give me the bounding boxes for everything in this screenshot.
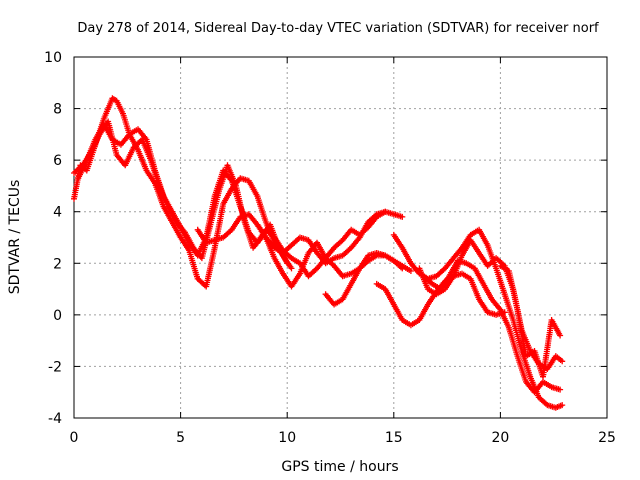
y-tick-label: 0: [53, 308, 62, 324]
y-tick-label: 10: [44, 50, 62, 66]
y-axis-label: SDTVAR / TECUs: [7, 180, 23, 295]
series-track-11: [497, 262, 564, 380]
y-tick-label: 2: [53, 256, 62, 272]
data-point-marker: [284, 260, 291, 267]
series-line: [77, 122, 386, 278]
data-point-marker: [557, 332, 564, 339]
axis-ticks: 0 5 10 15 20 25 -4 -2 0 2 4 6 8 10: [44, 50, 616, 446]
plot-area-frame: [73, 56, 608, 419]
y-tick-label: -4: [48, 411, 62, 427]
x-tick-label: 0: [70, 430, 79, 446]
data-point-marker: [559, 358, 566, 365]
y-tick-label: 4: [53, 205, 62, 221]
series-track-3: [75, 121, 389, 280]
x-tick-label: 10: [278, 430, 296, 446]
x-axis-label: GPS time / hours: [281, 459, 398, 475]
x-tick-label: 15: [385, 430, 403, 446]
data-point-marker: [407, 268, 414, 274]
y-tick-label: 6: [53, 153, 62, 169]
series-track-6: [322, 250, 414, 308]
series-track-9: [420, 257, 564, 396]
grid: [74, 57, 607, 418]
data-point-marker: [399, 213, 406, 220]
data-point-marker: [559, 402, 566, 409]
series-line: [376, 272, 506, 327]
x-tick-label: 25: [598, 430, 616, 446]
series-track-7: [373, 270, 508, 329]
data-series: [71, 95, 566, 411]
y-tick-label: -2: [48, 359, 62, 375]
chart-title: Day 278 of 2014, Sidereal Day-to-day VTE…: [77, 21, 599, 36]
data-point-marker: [288, 265, 295, 272]
x-tick-label: 20: [491, 430, 509, 446]
x-tick-label: 5: [176, 430, 185, 446]
y-tick-label: 8: [53, 102, 62, 118]
data-point-marker: [557, 386, 564, 393]
